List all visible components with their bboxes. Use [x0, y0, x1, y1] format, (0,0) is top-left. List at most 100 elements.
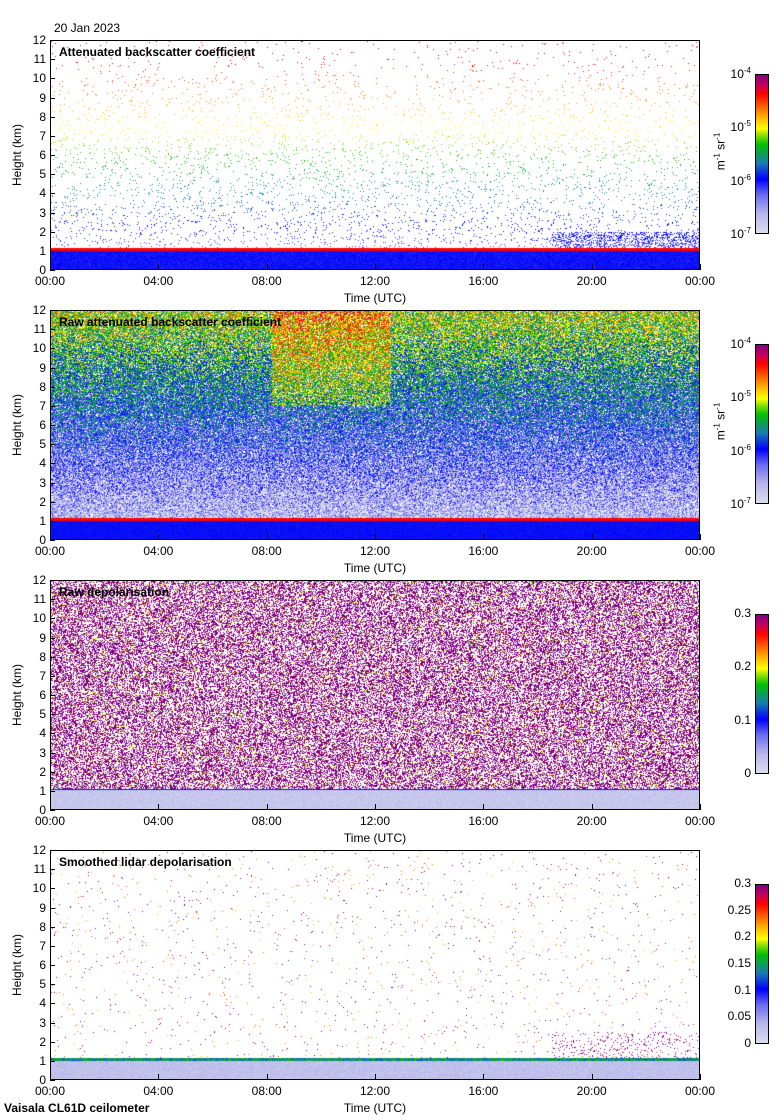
x-tick-mark [375, 264, 376, 270]
y-tick-mark [50, 483, 55, 484]
y-tick-label: 1 [39, 513, 46, 528]
y-tick-label: 3 [39, 745, 46, 760]
y-tick-label: 0 [39, 803, 46, 817]
x-tick-mark [592, 1074, 593, 1080]
y-tick-mark [50, 213, 55, 214]
y-tick-label: 3 [39, 1015, 46, 1030]
heatmap-plot: Raw attenuated backscatter coefficient [50, 310, 700, 540]
y-tick-mark [50, 348, 55, 349]
y-tick-label: 11 [33, 52, 46, 67]
x-tick-label: 08:00 [251, 274, 282, 288]
x-tick-mark [700, 534, 701, 540]
y-tick-mark [50, 753, 55, 754]
y-tick-label: 6 [39, 148, 46, 162]
colorbar-tick-base: 10 [730, 227, 744, 241]
colorbar-tick-base: 10 [730, 337, 744, 351]
x-tick-mark [267, 1074, 268, 1080]
instrument-label: Vaisala CL61D ceilometer [4, 1101, 150, 1115]
x-tick-label: 04:00 [143, 814, 174, 828]
y-tick-label: 0 [39, 533, 46, 547]
y-tick-mark [50, 927, 55, 928]
x-tick-label: 20:00 [576, 544, 607, 558]
y-axis-label: Height (km) [10, 934, 24, 997]
panel-1: Attenuated backscatter coefficient 0 1 2 3 4 5… [0, 33, 780, 310]
y-tick-label: 8 [39, 649, 46, 664]
x-tick-label: 04:00 [143, 274, 174, 288]
y-tick-mark [50, 136, 55, 137]
colorbar [755, 884, 769, 1044]
y-tick-mark [50, 733, 55, 734]
x-tick-label: 08:00 [251, 544, 282, 558]
unit-m: m [713, 160, 728, 171]
y-tick-mark [50, 850, 55, 851]
colorbar-tick-label: 10-7 [703, 226, 751, 241]
colorbar-tick-exponent: -6 [743, 442, 751, 452]
y-tick-label: 11 [33, 862, 46, 877]
y-tick-label: 10 [32, 341, 46, 356]
colorbar [755, 74, 769, 234]
colorbar-tick-label: 0.2 [734, 929, 751, 944]
y-tick-label: 7 [39, 128, 46, 143]
y-axis-label: Height (km) [10, 394, 24, 457]
y-tick-mark [50, 946, 55, 947]
y-tick-label: 10 [32, 71, 46, 86]
x-tick-mark [158, 264, 159, 270]
x-tick-mark [483, 534, 484, 540]
x-tick-mark [50, 264, 51, 270]
y-tick-mark [50, 695, 55, 696]
y-tick-label: 12 [32, 843, 46, 857]
colorbar-tick-base: 10 [730, 497, 744, 511]
y-tick-mark [50, 425, 55, 426]
colorbar-tick-label: 0.15 [727, 956, 751, 970]
y-tick-label: 4 [39, 456, 46, 471]
y-tick-label: 10 [32, 881, 46, 896]
colorbar-tick-label: 0.05 [727, 1009, 751, 1024]
y-tick-label: 5 [39, 167, 46, 182]
colorbar-tick-exponent: -7 [743, 496, 751, 505]
y-tick-mark [50, 772, 55, 773]
colorbar-tick-exponent: -4 [743, 336, 751, 345]
colorbar-tick-label: 10-5 [703, 119, 751, 134]
panel-title: Raw depolarisation [59, 585, 170, 599]
unit-sr: sr [713, 409, 728, 420]
y-tick-mark [50, 810, 55, 811]
x-tick-label: 00:00 [34, 544, 66, 558]
y-tick-mark [50, 540, 55, 541]
y-tick-mark [50, 387, 55, 388]
y-tick-mark [50, 676, 55, 677]
y-tick-mark [50, 791, 55, 792]
y-tick-mark [50, 618, 55, 619]
panel-title: Smoothed lidar depolarisation [59, 855, 232, 869]
unit-m-exp: -1 [712, 153, 722, 161]
y-tick-label: 0 [39, 1073, 46, 1087]
heatmap-image [51, 41, 699, 269]
heatmap-plot: Attenuated backscatter coefficient [50, 40, 700, 270]
x-tick-mark [267, 804, 268, 810]
unit-m: m [713, 430, 728, 441]
colorbar [755, 614, 769, 774]
x-tick-label: 00:00 [684, 814, 716, 828]
x-tick-mark [375, 804, 376, 810]
colorbar-tick-label: 10-4 [703, 336, 751, 351]
colorbar-tick-base: 10 [730, 120, 744, 135]
heatmap-plot: Smoothed lidar depolarisation [50, 850, 700, 1080]
y-tick-label: 8 [39, 919, 46, 934]
y-tick-label: 5 [39, 437, 46, 452]
y-tick-label: 8 [39, 379, 46, 394]
y-tick-mark [50, 155, 55, 156]
y-tick-label: 9 [39, 900, 46, 915]
colorbar-unit: m-1 sr-1 [713, 112, 728, 192]
x-tick-label: 00:00 [684, 274, 716, 288]
y-tick-mark [50, 1061, 55, 1062]
y-tick-mark [50, 251, 55, 252]
y-tick-label: 9 [39, 360, 46, 375]
y-tick-mark [50, 117, 55, 118]
colorbar-tick-exponent: -5 [743, 389, 751, 399]
heatmap-plot: Raw depolarisation [50, 580, 700, 810]
colorbar-tick-label: 10-5 [703, 389, 751, 404]
y-tick-label: 9 [39, 630, 46, 645]
panel-title: Attenuated backscatter coefficient [59, 45, 256, 59]
y-tick-label: 4 [39, 726, 46, 741]
heatmap-image [51, 581, 699, 809]
y-axis-label: Height (km) [10, 664, 24, 727]
